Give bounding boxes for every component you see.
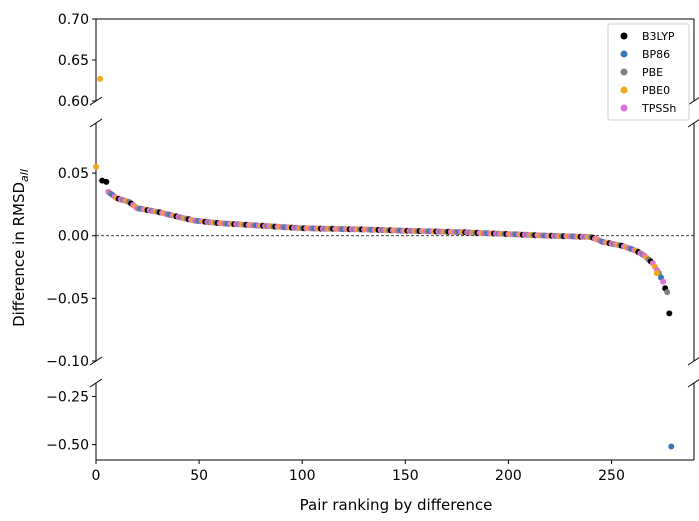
legend-marker-b3lyp (620, 32, 628, 40)
y-tick-label: −0.25 (46, 389, 89, 405)
points-layer (93, 75, 675, 450)
data-point-pbe (664, 289, 671, 296)
data-point-b3lyp (103, 178, 110, 185)
y-tick-label: 0.60 (58, 94, 89, 110)
axes-layer: 0.60 0.65 0.70 −0.10 −0.05 0.00 0.05 −0.25 −0.50… (46, 12, 699, 484)
x-tick-label: 0 (92, 468, 101, 484)
legend: B3LYP BP86 PBE PBE0 TPSSh (607, 23, 690, 121)
data-point-pbe0 (653, 270, 660, 277)
data-point-b3lyp (666, 310, 673, 317)
legend-label-tpssh: TPSSh (641, 102, 676, 115)
legend-label-b3lyp: B3LYP (642, 30, 675, 43)
legend-label-pbe: PBE (642, 66, 663, 79)
data-point-pbe0 (97, 75, 104, 82)
data-point-tpssh (660, 278, 667, 285)
data-point-bp86 (668, 443, 675, 450)
y-tick-label: −0.50 (46, 438, 89, 454)
axis-break-mark (687, 97, 699, 106)
x-tick-label: 150 (392, 468, 419, 484)
legend-marker-pbe (620, 68, 628, 76)
axis-break-mark (89, 118, 103, 128)
legend-marker-bp86 (620, 50, 628, 58)
legend-label-bp86: BP86 (642, 48, 670, 61)
x-tick-label: 50 (190, 468, 208, 484)
y-tick-label: −0.05 (46, 291, 89, 307)
x-tick-label: 250 (598, 468, 625, 484)
axis-break-mark (687, 357, 699, 366)
y-tick-label: 0.70 (58, 12, 89, 28)
y-tick-label: −0.10 (46, 354, 89, 370)
y-tick-label: 0.65 (58, 53, 89, 69)
y-axis-label: Difference in RMSDall (10, 169, 31, 327)
legend-label-pbe0: PBE0 (642, 84, 670, 97)
x-tick-label: 200 (495, 468, 522, 484)
axis-break-mark (89, 378, 103, 388)
x-axis-label: Pair ranking by difference (300, 496, 493, 514)
y-tick-label: 0.05 (58, 166, 89, 182)
legend-marker-tpssh (620, 104, 628, 112)
x-tick-label: 100 (289, 468, 316, 484)
data-point-pbe0 (93, 163, 99, 170)
legend-marker-pbe0 (620, 86, 628, 94)
y-tick-label: 0.00 (58, 229, 89, 245)
legend-box (607, 23, 690, 121)
axis-break-mark (687, 379, 699, 388)
axis-break-mark (687, 119, 699, 128)
